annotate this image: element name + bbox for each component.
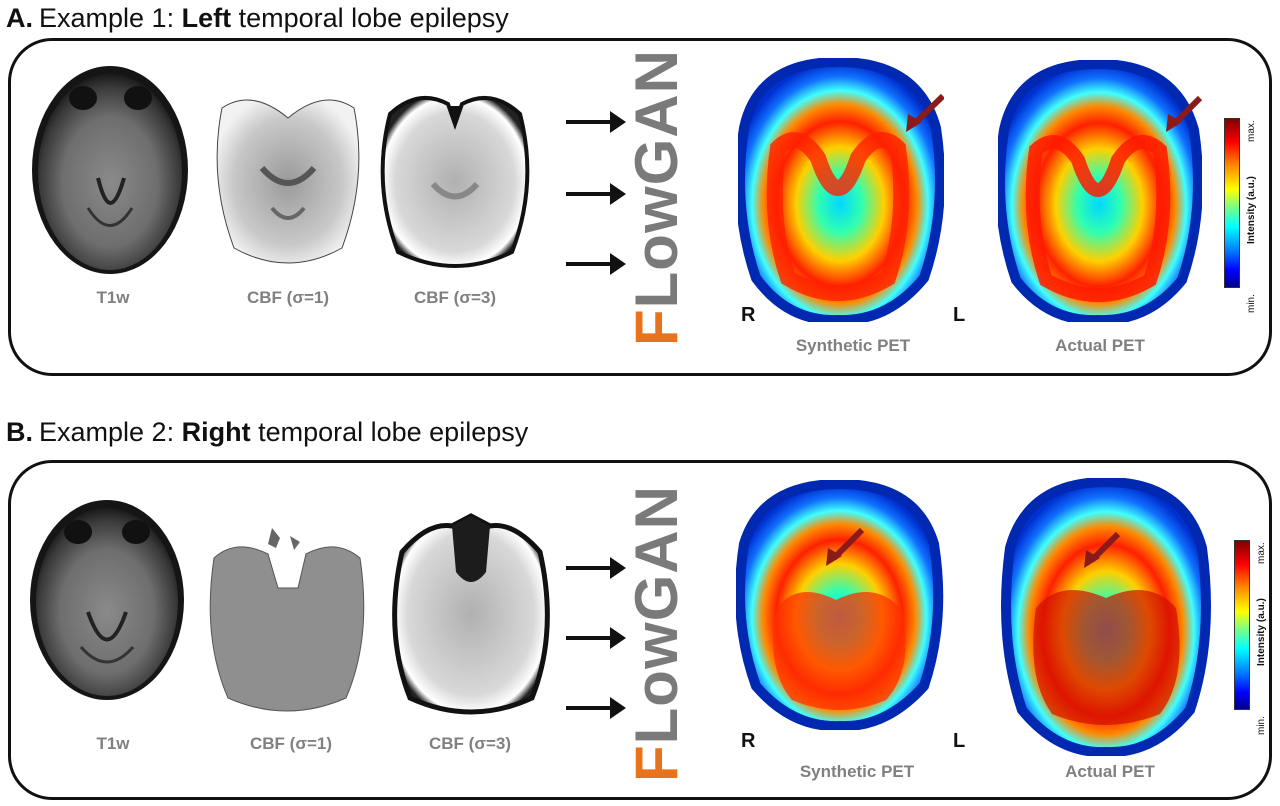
svg-text:FLowGAN: FLowGAN: [623, 49, 690, 346]
caption-synthetic-pet: Synthetic PET: [795, 336, 911, 355]
model-first-letter: F: [623, 308, 690, 346]
synthetic-pet-image: [736, 480, 944, 730]
colorbar-min-label: min.: [1246, 294, 1257, 313]
synthetic-pet-image: [738, 58, 944, 322]
panel-letter: A.: [6, 3, 33, 33]
caption-cbf-sigma1: CBF (σ=1): [250, 734, 332, 753]
cbf-sigma3-image: [392, 513, 550, 715]
t1w-image: [32, 66, 188, 274]
arrow-icon: [566, 557, 626, 579]
cbf-sigma1-image: [209, 528, 365, 712]
arrow-icon: [566, 183, 626, 205]
side-label-left: L: [953, 304, 966, 326]
arrow-icon: [566, 111, 626, 133]
caption-cbf-sigma3: CBF (σ=3): [429, 734, 511, 753]
input-arrows: [566, 111, 626, 275]
colorbar-min-label: min.: [1256, 716, 1267, 735]
cbf-sigma1-image: [216, 99, 360, 264]
panel-a-title: A. Example 1: Left temporal lobe epilepsy: [6, 2, 509, 34]
caption-t1w: T1w: [96, 734, 130, 753]
caption-synthetic-pet: Synthetic PET: [799, 762, 915, 781]
colorbar-gradient: [1224, 118, 1240, 288]
lesion-arrow-icon: [1166, 95, 1202, 132]
lesion-arrow-icon: [906, 93, 944, 132]
model-first-letter: F: [623, 744, 690, 782]
panel-title-suffix: temporal lobe epilepsy: [231, 3, 509, 33]
arrow-icon: [566, 627, 626, 649]
side-label-right: R: [741, 730, 756, 752]
caption-t1w: T1w: [96, 288, 130, 307]
svg-text:FLowGAN: FLowGAN: [623, 485, 690, 782]
caption-cbf-sigma1: CBF (σ=1): [247, 288, 329, 307]
colorbar-axis-label: Intensity (a.u.): [1256, 598, 1267, 666]
arrow-icon: [566, 697, 626, 719]
colorbar-max-label: max.: [1246, 120, 1257, 142]
arrow-icon: [566, 253, 626, 275]
colorbar-axis-label: Intensity (a.u.): [1246, 176, 1257, 244]
caption-cbf-sigma3: CBF (σ=3): [414, 288, 496, 307]
lesion-arrow-icon: [1084, 531, 1121, 568]
panel-title-emphasis: Left: [181, 3, 232, 33]
panel-b-title: B. Example 2: Right temporal lobe epileps…: [6, 416, 528, 448]
actual-pet-image: [1001, 478, 1211, 756]
side-label-right: R: [741, 304, 756, 326]
flowgan-label: FLowGAN: [623, 49, 690, 346]
caption-actual-pet: Actual PET: [1065, 762, 1155, 781]
colorbar-max-label: max.: [1256, 542, 1267, 564]
caption-actual-pet: Actual PET: [1055, 336, 1145, 355]
model-rest: LowGAN: [623, 49, 690, 308]
colorbar-gradient: [1234, 540, 1250, 710]
panel-title-suffix: temporal lobe epilepsy: [250, 417, 529, 447]
colorbar: max. min. Intensity (a.u.): [1224, 118, 1274, 313]
input-arrows: [566, 557, 626, 719]
panel-letter: B.: [6, 417, 33, 447]
panel-title-emphasis: Right: [181, 417, 251, 447]
t1w-image: [30, 500, 184, 700]
flowgan-label: FLowGAN: [623, 485, 690, 782]
model-rest: LowGAN: [623, 485, 690, 744]
colorbar: max. min. Intensity (a.u.): [1234, 540, 1278, 735]
lesion-arrow-icon: [826, 527, 865, 566]
panel-title-prefix: Example 2:: [39, 417, 182, 447]
side-label-left: L: [953, 730, 966, 752]
panel-title-prefix: Example 1:: [39, 3, 182, 33]
cbf-sigma3-image: [380, 96, 530, 268]
actual-pet-image: [998, 60, 1202, 322]
